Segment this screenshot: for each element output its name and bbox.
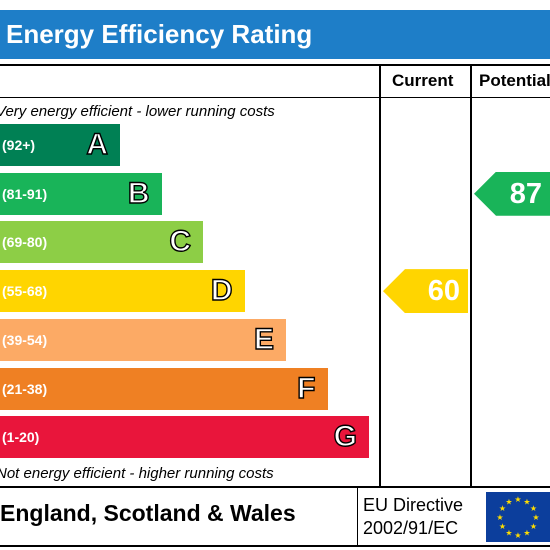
current-rating-value: 60 [427,275,460,308]
header-row-divider [0,97,550,98]
svg-text:★: ★ [499,522,506,531]
bottom-border [0,545,550,547]
band-letter: E [253,322,274,356]
band-range-label: (92+) [2,137,36,153]
band-letter: F [296,371,316,405]
country-label: England, Scotland & Wales [0,500,296,526]
band-letter: B [127,176,150,210]
band-range-label: (69-80) [2,234,48,251]
svg-text:★: ★ [523,498,530,507]
potential-column-header: Potential [479,71,550,90]
footer-column-divider [357,486,358,546]
svg-text:★: ★ [532,513,539,522]
rating-band-a: (92+) A [0,124,120,166]
svg-text:★: ★ [523,529,530,538]
svg-text:★: ★ [514,495,521,504]
band-range-label: (81-91) [2,185,48,202]
chart-title: Energy Efficiency Rating [6,19,313,49]
eu-directive-number: 2002/91/EC [363,518,459,538]
band-letter: G [333,419,358,454]
svg-text:★: ★ [496,513,503,522]
footer-divider [0,486,550,488]
band-letter: A [86,127,109,161]
top-note: Very energy efficient - lower running co… [0,103,275,120]
band-range-label: (1-20) [2,429,40,446]
potential-rating-arrow: 87 [474,171,550,216]
svg-text:★: ★ [505,529,512,538]
rating-band-f: (21-38) F [0,367,328,410]
rating-band-b: (81-91) B [0,172,162,215]
rating-band-d: (55-68) D [0,270,245,313]
chart-header: Energy Efficiency Rating [0,10,550,59]
svg-text:★: ★ [499,504,506,513]
band-letter: D [210,273,233,308]
rating-band-e: (39-54) E [0,318,286,361]
band-letter: C [169,225,192,259]
top-border [0,64,550,66]
bottom-note: Not energy efficient - higher running co… [0,465,274,482]
eu-directive-label: EU Directive [363,495,464,515]
rating-band-c: (69-80) C [0,221,203,264]
svg-text:★: ★ [530,522,537,531]
svg-text:★: ★ [505,498,512,507]
band-range-label: (55-68) [2,283,48,300]
band-range-label: (39-54) [2,331,48,348]
potential-column-divider [470,64,472,487]
band-range-label: (21-38) [2,380,48,397]
current-rating-arrow: 60 [383,269,468,314]
potential-rating-value: 87 [509,177,542,210]
current-column-header: Current [392,71,454,90]
eu-stars: ★ ★ ★ ★ ★ ★ ★ ★ ★ ★ ★ ★ [496,495,539,540]
current-column-divider [379,64,381,487]
eu-flag-icon: ★ ★ ★ ★ ★ ★ ★ ★ ★ ★ ★ ★ [486,492,550,542]
rating-band-g: (1-20) G [0,416,369,459]
svg-text:★: ★ [514,531,521,540]
svg-text:★: ★ [530,504,537,513]
